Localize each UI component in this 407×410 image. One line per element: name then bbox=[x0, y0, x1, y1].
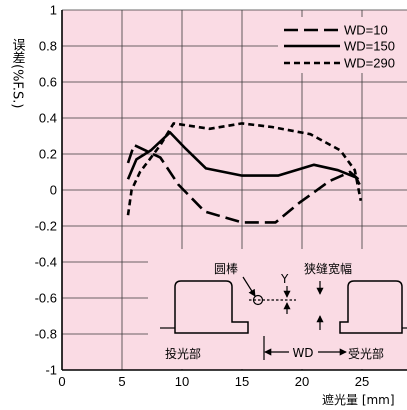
slit-width-label: 狭缝宽幅 bbox=[304, 261, 352, 276]
y-tick-label: 1 bbox=[50, 3, 57, 18]
x-tick-label: 15 bbox=[235, 374, 249, 389]
series-line-wd-10 bbox=[126, 143, 360, 224]
legend: WD=10 WD=150 WD=290 bbox=[284, 23, 395, 71]
x-tick-label: 0 bbox=[58, 374, 65, 389]
legend-label-wd-150: WD=150 bbox=[344, 39, 395, 54]
x-tick-labels: 0 5 10 15 20 25 bbox=[58, 374, 369, 389]
y-tick-label: -1 bbox=[45, 363, 57, 378]
rod-label: 圆棒 bbox=[214, 262, 238, 276]
y-tick-label: -0.4 bbox=[35, 255, 57, 270]
legend-label-wd-290: WD=290 bbox=[344, 56, 395, 71]
y-dimension-label: Y bbox=[280, 272, 289, 286]
sensor-diagram: 圆棒 Y 狭缝宽幅 投光部 WD 受光部 bbox=[160, 261, 407, 361]
x-tick-label: 5 bbox=[118, 374, 125, 389]
emitter-unit bbox=[174, 280, 249, 334]
y-tick-labels: 1 0.8 0.6 0.4 0.2 0 -0.2 -0.4 -0.6 -0.8 -1 bbox=[35, 3, 57, 378]
x-tick-label: 20 bbox=[295, 374, 309, 389]
y-tick-label: 0.6 bbox=[39, 75, 57, 90]
y-tick-label: 0 bbox=[50, 183, 57, 198]
receiver-unit bbox=[339, 280, 403, 334]
x-axis-title: 遮光量 [mm] bbox=[322, 392, 395, 407]
legend-label-wd-10: WD=10 bbox=[344, 23, 388, 38]
y-tick-label: 0.8 bbox=[39, 39, 57, 54]
y-tick-label: 0.4 bbox=[39, 111, 57, 126]
rod-pointer-arrow bbox=[242, 276, 256, 297]
emitter-label: 投光部 bbox=[165, 346, 201, 361]
y-tick-label: -0.8 bbox=[35, 327, 57, 342]
receiver-label: 受光部 bbox=[348, 346, 384, 361]
series-lines bbox=[126, 122, 363, 224]
y-tick-label: -0.6 bbox=[35, 291, 57, 306]
x-tick-label: 10 bbox=[175, 374, 189, 389]
wd-label: WD bbox=[292, 346, 313, 360]
series-line-wd-290 bbox=[126, 122, 363, 216]
y-tick-label: 0.2 bbox=[39, 147, 57, 162]
x-tick-label: 25 bbox=[355, 374, 369, 389]
y-tick-label: -0.2 bbox=[35, 219, 57, 234]
y-axis-title: 误差(%F.S.) bbox=[10, 38, 26, 108]
series-line-wd-150 bbox=[126, 131, 361, 186]
